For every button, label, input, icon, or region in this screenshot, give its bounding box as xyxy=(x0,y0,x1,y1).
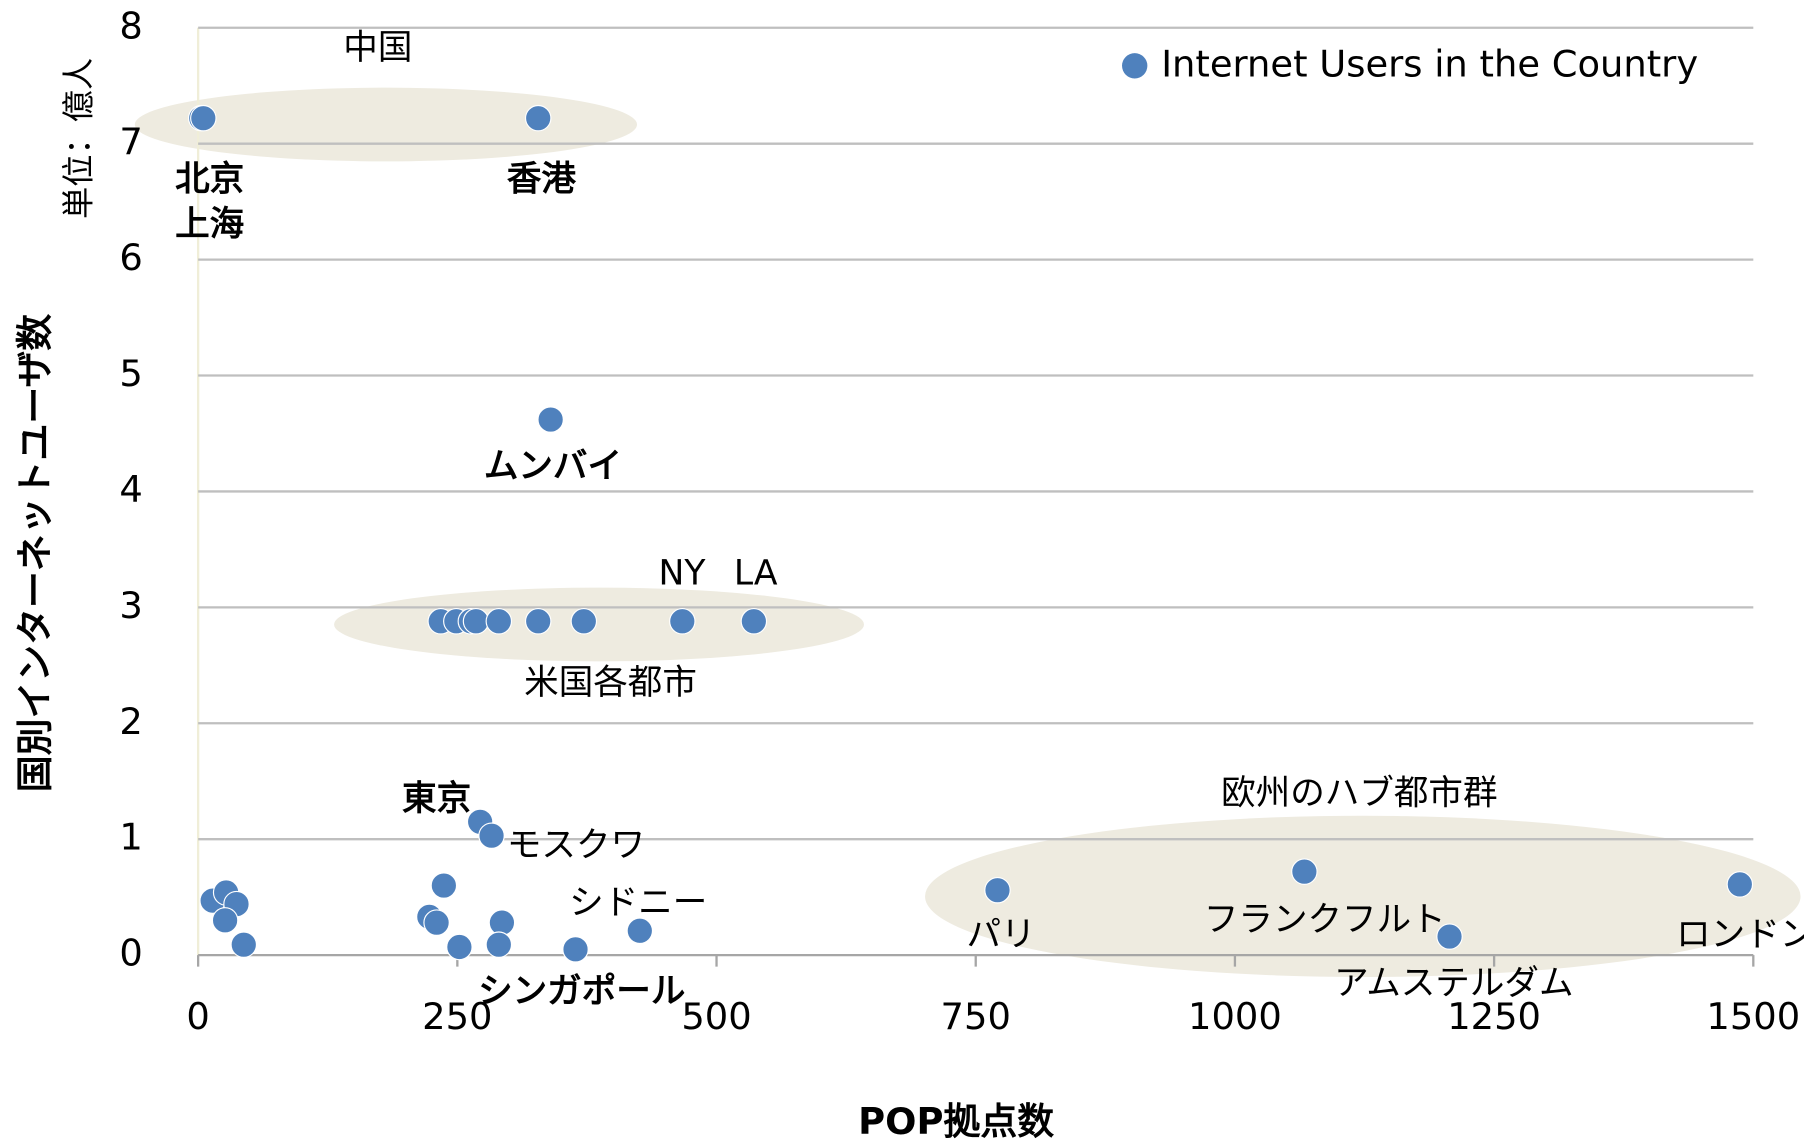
annotation: NY xyxy=(658,553,706,593)
annotation: 欧州のハブ都市群 xyxy=(1221,773,1497,813)
annotation: ムンバイ xyxy=(484,446,622,486)
annotation: ロンドン xyxy=(1676,915,1804,955)
point xyxy=(524,104,552,132)
annotation: LA xyxy=(734,553,778,593)
annotation: 中国 xyxy=(343,28,412,68)
annotation: アムステルダム xyxy=(1334,964,1573,1004)
annotation: パリ xyxy=(967,915,1036,955)
annotation: 香港 xyxy=(507,159,577,199)
y-tick-label: 8 xyxy=(119,4,142,47)
point xyxy=(446,933,473,961)
x-tick-label: 1250 xyxy=(1447,995,1541,1038)
legend-label: Internet Users in the Country xyxy=(1161,42,1698,85)
point xyxy=(230,931,258,958)
point xyxy=(430,872,458,899)
point xyxy=(462,608,490,635)
point xyxy=(1726,871,1754,898)
annotation: シンガポール xyxy=(478,972,685,1012)
point xyxy=(537,406,564,433)
point xyxy=(1436,923,1463,950)
y-unit-label: 単位：億人 xyxy=(60,58,98,219)
annotation: 東京 xyxy=(402,779,471,819)
x-tick-label: 1500 xyxy=(1706,995,1800,1038)
y-axis-title: 国別インターネットユーザ数 xyxy=(13,314,56,793)
y-tick-label: 4 xyxy=(119,468,142,511)
annotation: シドニー xyxy=(569,883,707,923)
y-tick-label: 2 xyxy=(119,700,142,743)
annotation: 北京 xyxy=(175,159,244,199)
point xyxy=(478,822,505,849)
x-tick-label: 250 xyxy=(422,995,492,1038)
point xyxy=(485,608,513,635)
y-tick-label: 5 xyxy=(119,352,142,395)
legend-marker xyxy=(1122,53,1148,79)
annotation: 米国各都市 xyxy=(524,663,697,703)
point xyxy=(1291,858,1318,885)
point xyxy=(562,936,589,963)
y-tick-label: 0 xyxy=(119,932,142,975)
point xyxy=(740,608,768,635)
point xyxy=(423,909,450,936)
x-tick-label: 750 xyxy=(941,995,1011,1038)
x-tick-label: 500 xyxy=(681,995,751,1038)
point xyxy=(669,608,696,635)
point xyxy=(626,917,654,945)
x-tick-label: 1000 xyxy=(1188,995,1282,1038)
point xyxy=(570,608,598,635)
point xyxy=(488,909,516,936)
x-tick-label: 0 xyxy=(186,995,209,1038)
annotation: 上海 xyxy=(175,204,244,244)
point xyxy=(485,931,513,958)
group-highlight xyxy=(925,815,1801,977)
point xyxy=(190,104,217,132)
point xyxy=(211,907,239,934)
group-highlight xyxy=(334,587,864,662)
x-axis-title: POP拠点数 xyxy=(858,1100,1054,1143)
annotation: モスクワ xyxy=(507,825,645,865)
marks xyxy=(188,104,1754,963)
y-tick-label: 6 xyxy=(119,236,142,279)
point xyxy=(524,608,552,635)
y-tick-label: 1 xyxy=(119,816,142,859)
y-tick-label: 7 xyxy=(119,120,142,163)
y-tick-label: 3 xyxy=(119,584,142,627)
annotation: フランクフルト xyxy=(1204,900,1446,940)
point xyxy=(984,876,1011,904)
